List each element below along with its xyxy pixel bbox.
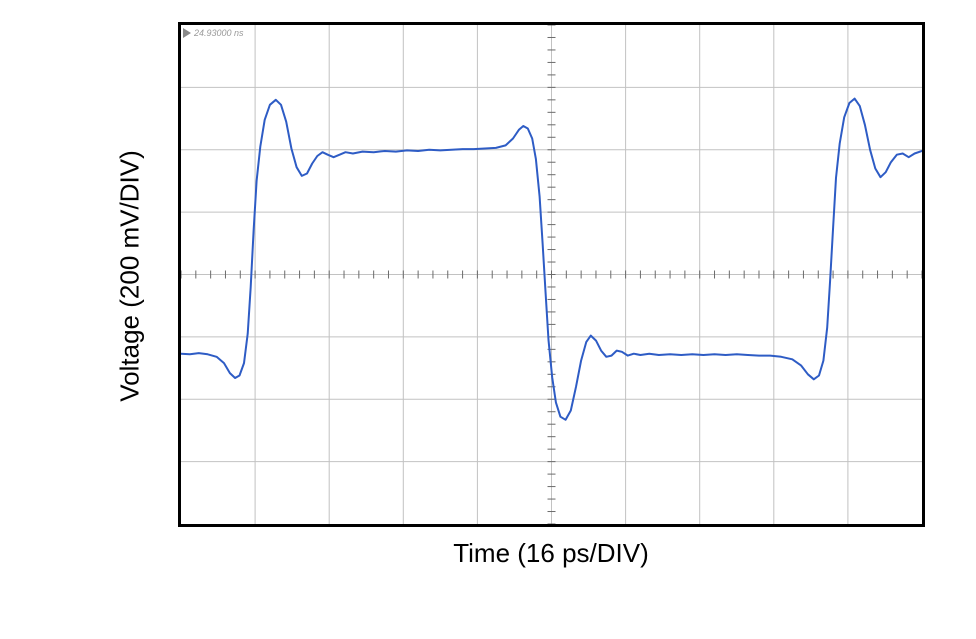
waveform-chart	[181, 25, 922, 524]
x-axis-label: Time (16 ps/DIV)	[453, 538, 649, 568]
scope-plot-area: 24.93000 ns	[178, 22, 925, 527]
oscilloscope-waveform	[181, 97, 922, 421]
y-axis-label: Voltage (200 mV/DIV)	[114, 150, 145, 402]
